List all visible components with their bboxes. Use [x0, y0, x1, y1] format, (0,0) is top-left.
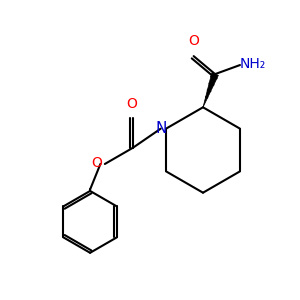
Text: O: O [126, 97, 137, 111]
Text: N: N [155, 121, 166, 136]
Text: O: O [188, 34, 199, 48]
Polygon shape [203, 73, 218, 107]
Text: O: O [91, 155, 102, 170]
Text: NH₂: NH₂ [239, 57, 266, 70]
